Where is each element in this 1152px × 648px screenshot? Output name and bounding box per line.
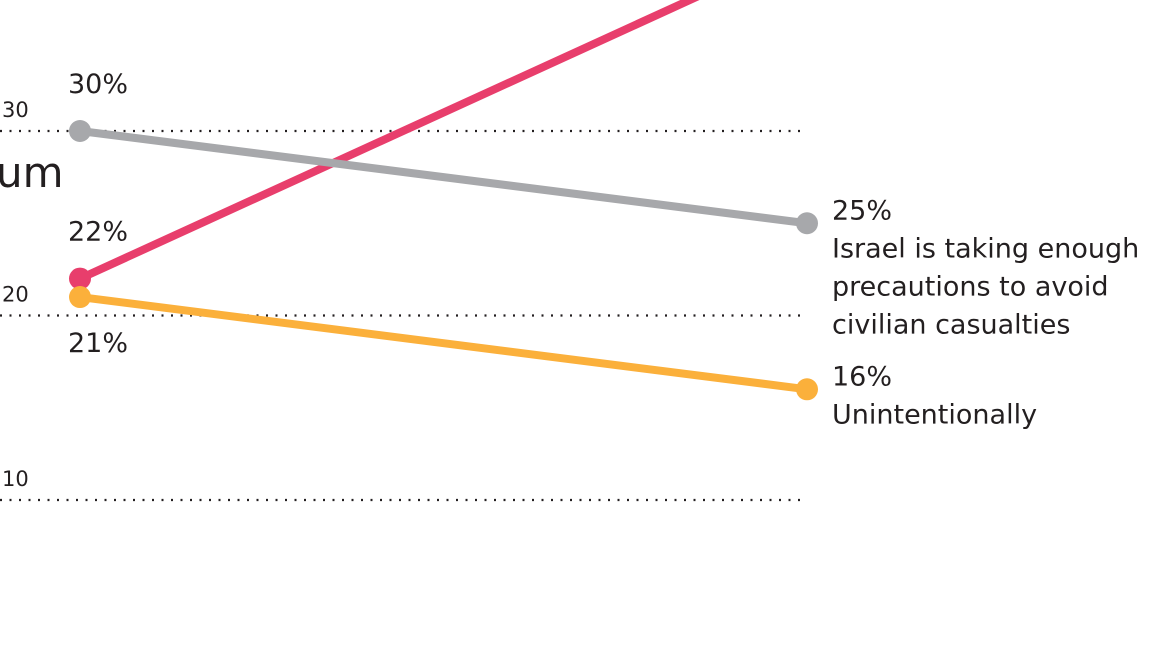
data-point-end-1: [796, 212, 818, 235]
data-label-start: 21%: [68, 328, 128, 359]
data-point-start-2: [69, 286, 91, 309]
series-name-line: civilian casualties: [832, 309, 1070, 340]
series-name-line: Unintentionally: [832, 399, 1037, 430]
series-line-0: [78, 0, 700, 283]
series-name-line: Israel is taking enough: [832, 233, 1139, 264]
data-label-start: 30%: [68, 69, 128, 100]
series-line-1: [79, 127, 808, 228]
data-point-start-0: [69, 267, 91, 290]
data-label-start: 22%: [68, 217, 128, 248]
y-tick-label: 30: [2, 98, 29, 122]
data-label-end: 25%: [832, 195, 892, 226]
series-line-2: [79, 293, 808, 394]
data-label-end: 16%: [832, 361, 892, 392]
y-tick-label: 20: [2, 283, 29, 307]
data-point-start-1: [69, 120, 91, 142]
data-point-end-2: [796, 378, 818, 401]
series-name-line: precautions to avoid: [832, 271, 1109, 302]
y-tick-label: 10: [2, 467, 29, 491]
title-fragment: um: [0, 148, 64, 197]
